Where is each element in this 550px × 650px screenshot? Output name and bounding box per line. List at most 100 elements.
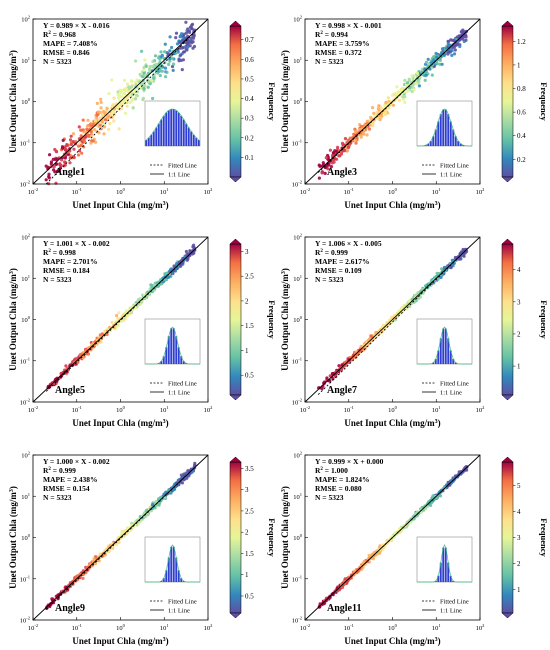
inset-bar	[172, 109, 175, 146]
y-tick-label: 102	[21, 451, 30, 460]
inset-bar	[172, 328, 175, 364]
x-tick-label: 10-2	[28, 623, 38, 632]
scatter-point	[337, 149, 341, 153]
scatter-point	[93, 128, 97, 132]
y-tick-label: 102	[21, 15, 30, 24]
scatter-point	[141, 75, 145, 79]
x-tick-label: 10-2	[28, 187, 38, 196]
x-tick-label: 102	[476, 623, 485, 632]
y-tick-label: 100	[21, 315, 31, 324]
y-tick-label: 100	[21, 97, 31, 106]
x-axis-label: Unet Input Chla (mg/m3)	[344, 636, 440, 646]
mape-value: MAPE = 7.408%	[43, 39, 97, 48]
scatter-point	[324, 599, 328, 603]
inset-bar	[185, 363, 188, 364]
colorbar-tick-label: 0.4	[517, 132, 526, 140]
scatter-point	[89, 563, 93, 567]
panel-title: Angle7	[327, 385, 357, 396]
scatter-point	[349, 141, 353, 145]
inset-bar	[157, 123, 160, 146]
y-axis-label: Unet Output Chla (mg/m3)	[8, 268, 18, 371]
n-value: N = 5323	[43, 275, 72, 284]
inset-bar	[442, 547, 445, 582]
scatter-point	[163, 50, 167, 54]
scatter-point	[110, 112, 114, 117]
inset-bar	[165, 112, 168, 146]
scatter-point	[450, 53, 454, 58]
y-tick-label: 10-2	[292, 180, 302, 189]
scatter-point	[102, 132, 106, 136]
inset-bar	[175, 336, 178, 364]
scatter-point	[116, 96, 121, 100]
scatter-point	[112, 96, 116, 100]
scatter-point	[95, 116, 99, 120]
colorbar-tick-label: 0.2	[517, 156, 526, 164]
panel-angle3: 10-210-2 10-1 10-1 100 100 101 101 102 102 Unet I…	[280, 15, 549, 211]
scatter-point	[179, 58, 183, 63]
inset-bar	[427, 143, 430, 146]
scatter-point	[153, 54, 158, 58]
y-tick-label: 101	[21, 492, 30, 501]
scatter-point	[178, 41, 182, 45]
colorbar-tick-label: 1	[517, 586, 521, 594]
scatter-point	[49, 160, 54, 164]
scatter-point	[91, 139, 95, 143]
rmse-value: RMSE = 0.372	[315, 48, 362, 57]
inset-bar	[444, 547, 447, 582]
scatter-point	[148, 67, 152, 71]
scatter-point	[446, 42, 450, 46]
colorbar-tick-label: 1.5	[245, 550, 254, 558]
scatter-point	[84, 348, 88, 352]
inset-bar	[442, 109, 445, 146]
scatter-point	[47, 175, 51, 179]
scatter-point	[102, 125, 107, 129]
y-tick-label: 101	[21, 56, 30, 65]
legend-identity-label: 1:1 Line	[440, 608, 462, 615]
scatter-point	[385, 320, 389, 325]
scatter-point	[181, 256, 185, 261]
y-tick-label: 10-1	[20, 138, 30, 147]
scatter-point	[424, 73, 428, 77]
x-tick-label: 10-2	[300, 623, 310, 632]
x-tick-label: 101	[432, 623, 441, 632]
scatter-point	[163, 272, 167, 276]
scatter-point	[449, 265, 453, 269]
colorbar-extend-bottom	[501, 176, 514, 183]
scatter-point	[130, 79, 134, 83]
inset-bar	[190, 131, 193, 146]
scatter-point	[141, 96, 145, 100]
colorbar: 1 2 3 4 5 Frequency	[501, 456, 549, 619]
scatter-point	[137, 79, 142, 83]
scatter-point	[168, 57, 172, 61]
scatter-point	[152, 283, 156, 287]
scatter-point	[362, 560, 366, 564]
scatter-point	[461, 28, 465, 32]
scatter-point	[158, 73, 162, 78]
colorbar: 0.2 0.4 0.6 0.8 1 1.2 Frequency	[501, 20, 549, 183]
rmse-value: RMSE = 0.109	[315, 266, 362, 275]
inset-histogram	[144, 318, 201, 365]
legend-identity-label: 1:1 Line	[168, 172, 190, 179]
scatter-point	[51, 382, 55, 386]
scatter-point	[171, 68, 175, 72]
inset-normal-curve	[417, 326, 472, 365]
legend: Fitted Line 1:1 Line	[422, 381, 469, 397]
colorbar: 1 2 3 4 Frequency	[501, 238, 549, 401]
scatter-point	[185, 48, 189, 52]
x-tick-label: 10-1	[344, 187, 354, 196]
colorbar: 0.5 1 1.5 2 2.5 3 Frequency	[229, 238, 277, 401]
scatter-point	[145, 509, 149, 513]
scatter-point	[135, 78, 139, 82]
scatter-point	[123, 89, 128, 93]
scatter-point	[72, 155, 76, 160]
y-tick-label: 100	[293, 315, 303, 324]
scatter-point	[338, 154, 342, 158]
scatter-point	[403, 78, 407, 82]
x-tick-label: 100	[116, 405, 126, 414]
x-tick-label: 10-2	[300, 187, 310, 196]
scatter-point	[192, 243, 196, 247]
inset-bar	[444, 109, 447, 146]
scatter-point	[55, 162, 59, 166]
